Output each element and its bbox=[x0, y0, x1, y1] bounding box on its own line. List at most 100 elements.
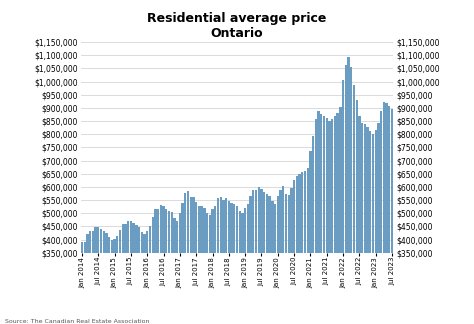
Bar bbox=[279, 190, 282, 253]
Bar bbox=[228, 201, 230, 253]
Bar bbox=[124, 224, 127, 253]
Bar bbox=[255, 190, 257, 253]
Bar bbox=[108, 237, 110, 253]
Bar bbox=[165, 209, 167, 253]
Bar bbox=[201, 206, 203, 253]
Bar bbox=[241, 214, 244, 253]
Bar bbox=[192, 197, 195, 253]
Bar bbox=[152, 217, 154, 253]
Bar bbox=[312, 136, 314, 253]
Bar bbox=[206, 213, 208, 253]
Bar bbox=[138, 227, 140, 253]
Bar bbox=[171, 213, 173, 253]
Bar bbox=[113, 239, 116, 253]
Bar bbox=[141, 232, 143, 253]
Bar bbox=[372, 134, 374, 253]
Bar bbox=[149, 226, 151, 253]
Bar bbox=[81, 242, 83, 253]
Bar bbox=[334, 116, 336, 253]
Bar bbox=[247, 204, 249, 253]
Bar bbox=[209, 215, 211, 253]
Bar bbox=[290, 188, 292, 253]
Bar bbox=[244, 208, 246, 253]
Bar bbox=[222, 200, 225, 253]
Bar bbox=[323, 116, 325, 253]
Bar bbox=[135, 225, 137, 253]
Bar bbox=[86, 234, 89, 253]
Bar bbox=[296, 176, 298, 253]
Title: Residential average price
Ontario: Residential average price Ontario bbox=[147, 12, 327, 40]
Bar bbox=[225, 198, 227, 253]
Bar bbox=[238, 211, 241, 253]
Bar bbox=[369, 131, 372, 253]
Bar bbox=[116, 236, 118, 253]
Bar bbox=[160, 204, 162, 253]
Bar bbox=[274, 204, 276, 253]
Bar bbox=[219, 197, 222, 253]
Bar bbox=[97, 227, 100, 253]
Bar bbox=[182, 203, 184, 253]
Bar bbox=[260, 189, 263, 253]
Bar bbox=[132, 223, 135, 253]
Bar bbox=[391, 109, 393, 253]
Bar bbox=[385, 103, 388, 253]
Bar bbox=[163, 206, 164, 253]
Bar bbox=[304, 171, 306, 253]
Bar bbox=[198, 206, 200, 253]
Bar bbox=[364, 124, 366, 253]
Bar bbox=[249, 196, 252, 253]
Bar bbox=[268, 196, 271, 253]
Bar bbox=[263, 192, 265, 253]
Bar bbox=[320, 114, 322, 253]
Bar bbox=[252, 190, 255, 253]
Bar bbox=[353, 85, 355, 253]
Bar bbox=[358, 116, 361, 253]
Bar bbox=[326, 119, 328, 253]
Bar bbox=[374, 130, 377, 253]
Bar bbox=[307, 168, 309, 253]
Bar bbox=[233, 204, 236, 253]
Bar bbox=[328, 121, 331, 253]
Bar bbox=[356, 100, 358, 253]
Bar bbox=[127, 221, 129, 253]
Bar bbox=[230, 203, 233, 253]
Bar bbox=[211, 209, 214, 253]
Bar bbox=[122, 224, 124, 253]
Bar bbox=[342, 80, 344, 253]
Bar bbox=[361, 123, 363, 253]
Bar bbox=[195, 202, 197, 253]
Bar bbox=[318, 110, 320, 253]
Bar bbox=[277, 196, 279, 253]
Bar bbox=[331, 119, 333, 253]
Bar bbox=[282, 186, 284, 253]
Bar bbox=[203, 208, 206, 253]
Bar bbox=[154, 209, 156, 253]
Bar bbox=[168, 211, 170, 253]
Bar bbox=[179, 213, 181, 253]
Bar bbox=[383, 102, 385, 253]
Bar bbox=[347, 57, 350, 253]
Bar bbox=[89, 231, 91, 253]
Bar bbox=[315, 119, 317, 253]
Bar bbox=[285, 194, 287, 253]
Bar bbox=[257, 187, 260, 253]
Bar bbox=[83, 242, 86, 253]
Bar bbox=[345, 65, 347, 253]
Bar bbox=[337, 113, 339, 253]
Bar bbox=[214, 206, 217, 253]
Bar bbox=[288, 195, 290, 253]
Bar bbox=[377, 123, 380, 253]
Bar bbox=[339, 107, 342, 253]
Bar bbox=[301, 172, 303, 253]
Bar bbox=[187, 191, 189, 253]
Bar bbox=[293, 179, 295, 253]
Bar bbox=[266, 194, 268, 253]
Bar bbox=[236, 206, 238, 253]
Bar bbox=[176, 221, 178, 253]
Bar bbox=[130, 221, 132, 253]
Bar bbox=[184, 193, 186, 253]
Bar bbox=[217, 199, 219, 253]
Bar bbox=[380, 111, 383, 253]
Bar bbox=[310, 151, 311, 253]
Bar bbox=[119, 230, 121, 253]
